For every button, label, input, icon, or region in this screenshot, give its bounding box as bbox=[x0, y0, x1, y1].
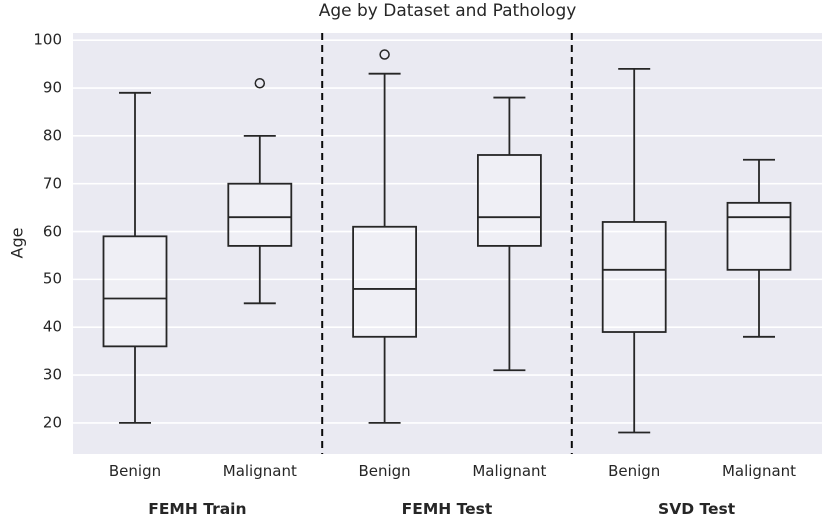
dataset-label: SVD Test bbox=[658, 500, 736, 518]
box-femh-train-malignant bbox=[227, 182, 293, 247]
x-tick-label: Benign bbox=[108, 462, 162, 480]
y-tick-label: 20 bbox=[42, 413, 62, 432]
y-tick-label: 90 bbox=[42, 78, 62, 97]
y-tick-label: 40 bbox=[42, 317, 62, 336]
plot-area bbox=[73, 33, 822, 454]
x-tick-label: Benign bbox=[608, 462, 661, 480]
box-femh-train-benign bbox=[102, 235, 168, 348]
x-tick-label: Benign bbox=[358, 462, 411, 480]
x-tick-label: Malignant bbox=[721, 462, 797, 480]
dataset-label: FEMH Test bbox=[401, 500, 493, 518]
y-tick-label: 100 bbox=[33, 30, 62, 49]
chart-title: Age by Dataset and Pathology bbox=[318, 1, 577, 21]
y-tick-label: 80 bbox=[42, 126, 62, 145]
box-femh-test-malignant bbox=[476, 154, 542, 247]
box-svd-test-benign bbox=[601, 221, 667, 333]
outlier-femh-train-malignant bbox=[254, 77, 266, 89]
box-femh-test-benign bbox=[352, 225, 418, 338]
dataset-label: FEMH Train bbox=[148, 500, 247, 518]
x-tick-label: Malignant bbox=[472, 462, 547, 480]
x-tick-label: Malignant bbox=[222, 462, 297, 480]
y-tick-label: 60 bbox=[42, 222, 62, 241]
box-svd-test-malignant bbox=[726, 201, 792, 271]
y-tick-label: 50 bbox=[42, 269, 62, 288]
y-tick-label: 30 bbox=[42, 365, 62, 384]
outlier-femh-test-benign bbox=[379, 49, 390, 60]
y-tick-label: 70 bbox=[42, 174, 62, 193]
